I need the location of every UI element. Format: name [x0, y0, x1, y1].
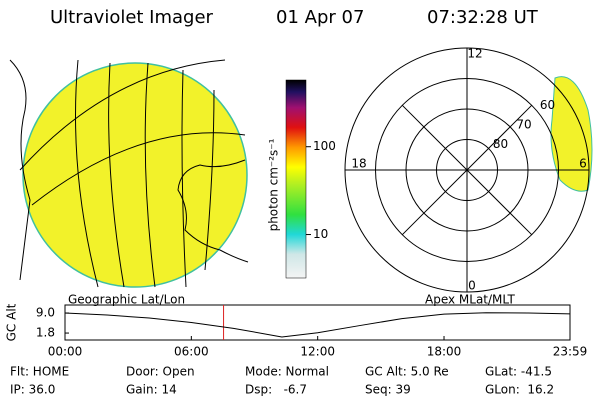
- altitude-line: [64, 312, 571, 338]
- mlt-label: 6: [579, 157, 587, 171]
- status-field: GC Alt: 5.0 Re: [365, 365, 449, 379]
- colorbar-label: photon cm⁻²s⁻¹: [267, 138, 281, 231]
- status-field: GLon: 16.2: [485, 383, 554, 397]
- x-tick-label: 06:00: [174, 345, 209, 359]
- status-field: Mode: Normal: [245, 365, 329, 379]
- date: 01 Apr 07: [276, 7, 364, 28]
- panel-label: Apex MLat/MLT: [425, 293, 515, 307]
- colorbar-tick-label: 10: [313, 227, 328, 241]
- mlt-label: 0: [468, 279, 476, 293]
- status-field: Flt: HOME: [10, 365, 69, 379]
- time: 07:32:28 UT: [427, 7, 539, 28]
- status-field: IP: 36.0: [10, 383, 55, 397]
- plot-frame: [64, 304, 571, 341]
- mlt-label: 12: [467, 47, 482, 61]
- polar-ring-label: 80: [493, 137, 508, 151]
- y-tick-label: 1.8: [36, 326, 55, 340]
- y-axis-label: GC Alt: [5, 303, 19, 341]
- colorbar-tick-label: 100: [313, 139, 336, 153]
- polar-ring: [405, 108, 529, 232]
- status-field: Seq: 39: [365, 383, 411, 397]
- colorbar: [285, 79, 307, 279]
- mlt-label: 18: [351, 157, 366, 171]
- polar-ring: [436, 139, 498, 201]
- polar-ring: [375, 78, 559, 262]
- x-tick-label: 12:00: [300, 345, 335, 359]
- title: Ultraviolet Imager: [50, 7, 214, 28]
- polar-ring-label: 70: [516, 117, 531, 131]
- x-tick-label: 00:00: [48, 345, 83, 359]
- x-tick-label: 23:59: [553, 345, 588, 359]
- status-field: Door: Open: [126, 365, 195, 379]
- status-field: GLat: -41.5: [485, 365, 552, 379]
- polar: [550, 76, 593, 192]
- globe: [9, 59, 249, 288]
- x-tick-label: 18:00: [427, 345, 462, 359]
- polar-ring-label: 60: [540, 98, 555, 112]
- panel-label: Geographic Lat/Lon: [68, 293, 185, 307]
- y-tick-label: 9.0: [36, 306, 55, 320]
- status-field: Dsp: -6.7: [245, 383, 307, 397]
- status-field: Gain: 14: [126, 383, 177, 397]
